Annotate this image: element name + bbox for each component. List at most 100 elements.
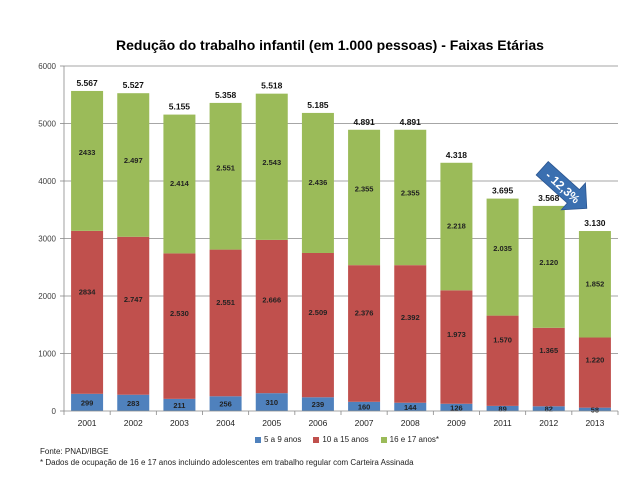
y-tick-label: 1000 — [38, 350, 56, 359]
bar-group-2008: 144 2.392 2.355 4.891 — [394, 117, 427, 412]
bar-group-2001: 299 2834 2433 5.567 — [71, 78, 104, 411]
segment-value-label: 2.530 — [170, 309, 189, 318]
legend-label: 10 a 15 anos — [322, 435, 369, 444]
bar-segment-5-9 — [440, 403, 473, 411]
segment-value-label: 2.497 — [124, 156, 143, 165]
segment-value-label: 1.570 — [493, 336, 512, 345]
bar-group-2003: 211 2.530 2.414 5.155 — [163, 102, 196, 411]
x-tick-label: 2001 — [78, 418, 97, 428]
gridlines — [64, 65, 618, 354]
bar-segment-5-9 — [394, 402, 427, 411]
bar-segment-10-15 — [117, 236, 150, 395]
x-tick-label: 2008 — [401, 418, 420, 428]
total-value-label: 5.155 — [169, 102, 191, 112]
bar-segment-5-9 — [578, 407, 611, 411]
segment-value-label: 2.376 — [355, 308, 374, 317]
x-tick-label: 2003 — [170, 418, 189, 428]
segment-value-label: 1.365 — [539, 346, 558, 355]
segment-value-label: 239 — [312, 400, 325, 409]
bar-segment-10-15 — [209, 249, 242, 397]
segment-value-label: 2.543 — [262, 158, 281, 167]
legend-label: 16 e 17 anos* — [389, 435, 440, 444]
total-value-label: 3.130 — [584, 218, 606, 228]
y-tick-label: 0 — [52, 407, 57, 416]
bar-group-2002: 283 2.747 2.497 5.527 — [117, 80, 150, 411]
bar-segment-10-15 — [486, 315, 519, 406]
bar-segment-5-9 — [532, 406, 565, 411]
legend-swatch — [313, 436, 320, 443]
segment-value-label: 2.355 — [401, 188, 420, 197]
total-value-label: 4.318 — [446, 150, 468, 160]
bar-segment-16-17 — [532, 205, 565, 328]
bar-group-2006: 239 2.509 2.436 5.185 — [301, 100, 334, 411]
total-value-label: 5.518 — [261, 81, 283, 91]
legend-swatch — [380, 436, 387, 443]
legend-item-5-9: 5 a 9 anos — [255, 435, 301, 444]
segment-value-label: 283 — [127, 399, 140, 408]
segment-value-label: 1.973 — [447, 330, 466, 339]
bar-group-2004: 256 2.551 2.551 5.358 — [209, 90, 242, 411]
bar-group-2011: 89 1.570 2.035 3.695 — [486, 186, 519, 413]
bar-segment-16-17 — [117, 93, 150, 237]
segment-value-label: 2.436 — [309, 178, 328, 187]
bar-segment-16-17 — [301, 112, 334, 253]
segment-value-label: 2.392 — [401, 313, 420, 322]
bar-segment-5-9 — [117, 394, 150, 411]
segment-value-label: 2.551 — [216, 163, 235, 172]
segment-value-label: 160 — [358, 402, 371, 411]
bar-segment-10-15 — [71, 230, 104, 394]
bar-segment-16-17 — [71, 90, 104, 231]
footnotes: Fonte: PNAD/IBGE * Dados de ocupação de … — [40, 446, 414, 468]
y-tick-label: 2000 — [38, 292, 56, 301]
x-tick-label: 2004 — [216, 418, 235, 428]
bar-group-2012: 82 1.365 2.120 3.568 — [532, 193, 565, 414]
legend: 5 a 9 anos 10 a 15 anos 16 e 17 anos* — [255, 435, 439, 444]
segment-value-label: 144 — [404, 403, 417, 412]
chart-title: Redução do trabalho infantil (em 1.000 p… — [116, 37, 544, 53]
bar-segment-5-9 — [209, 396, 242, 411]
segment-value-label: 256 — [219, 400, 232, 409]
bar-segment-16-17 — [255, 93, 288, 240]
segment-value-label: 1.852 — [586, 279, 605, 288]
segment-value-label: 2.414 — [170, 179, 190, 188]
bar-segment-16-17 — [163, 114, 196, 254]
segment-value-label: 126 — [450, 403, 463, 412]
bar-segment-16-17 — [348, 129, 381, 266]
bar-group-2007: 160 2.376 2.355 4.891 — [348, 117, 381, 411]
total-value-label: 3.568 — [538, 193, 560, 203]
footnote: * Dados de ocupação de 16 e 17 anos incl… — [40, 458, 414, 467]
bar-segment-16-17 — [486, 198, 519, 316]
x-tick-label: 2002 — [124, 418, 143, 428]
segment-value-label: 2.035 — [493, 244, 512, 253]
total-value-label: 5.185 — [307, 100, 329, 110]
y-axis: 0 1000 2000 3000 4000 5000 6000 — [38, 62, 65, 416]
segment-value-label: 2433 — [79, 148, 96, 157]
bar-segment-10-15 — [394, 265, 427, 403]
bars: 299 2834 2433 5.567 283 2.747 2.497 5.527 211 2.5… — [71, 78, 611, 414]
bar-segment-16-17 — [394, 129, 427, 266]
bar-segment-5-9 — [486, 405, 519, 411]
total-value-label: 5.527 — [123, 80, 145, 90]
bar-segment-5-9 — [255, 393, 288, 411]
segment-value-label: 310 — [265, 398, 278, 407]
bar-segment-10-15 — [348, 265, 381, 402]
bar-group-2013: 58 1.220 1.852 3.130 — [578, 218, 611, 414]
total-value-label: 3.695 — [492, 186, 514, 196]
segment-value-label: 89 — [498, 404, 506, 413]
segment-value-label: 82 — [545, 405, 553, 414]
total-value-label: 5.358 — [215, 90, 237, 100]
bar-segment-16-17 — [440, 162, 473, 291]
bar-segment-10-15 — [163, 253, 196, 399]
source-note: Fonte: PNAD/IBGE — [40, 447, 109, 456]
segment-value-label: 2.509 — [309, 308, 328, 317]
x-tick-label: 2009 — [447, 418, 466, 428]
x-tick-label: 2011 — [493, 418, 512, 428]
segment-value-label: 2.551 — [216, 298, 235, 307]
legend-item-10-15: 10 a 15 anos — [313, 435, 369, 444]
total-value-label: 4.891 — [353, 117, 375, 127]
segment-value-label: 299 — [81, 398, 94, 407]
bar-segment-5-9 — [163, 398, 196, 411]
segment-value-label: 1.220 — [586, 356, 605, 365]
bar-segment-10-15 — [255, 239, 288, 394]
